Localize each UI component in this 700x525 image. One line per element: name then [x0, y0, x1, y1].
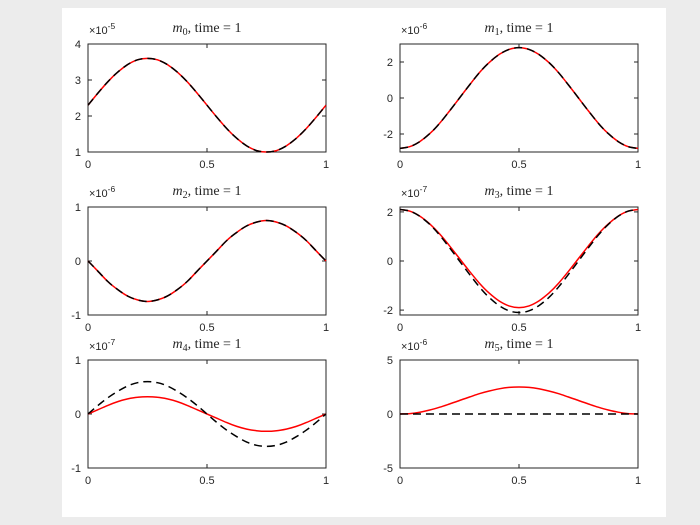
- series-red-solid: [87, 395, 327, 433]
- y-tick-label: 1: [75, 202, 81, 214]
- y-tick-label: -2: [383, 305, 393, 317]
- subplot-m3: 0 0.5 1 -2 0 2 ×10-7 m3, time = 1: [383, 184, 641, 334]
- axes-box: [399, 206, 639, 316]
- x-tick-label: 1: [635, 475, 641, 487]
- y-axis-scale-label: ×10-6: [401, 337, 428, 353]
- subplot-m5: 0 0.5 1 -5 0 5 ×10-6 m5, time = 1: [383, 337, 641, 487]
- y-tick-label: 0: [75, 256, 81, 268]
- y-axis-scale-label: ×10-7: [89, 337, 116, 353]
- x-tick-label: 0: [85, 322, 91, 334]
- x-tick-label: 0.5: [511, 322, 526, 334]
- subplot-title: m3, time = 1: [485, 184, 554, 201]
- subplot-m1: 0 0.5 1 -2 0 2 ×10-6 m1, time = 1: [383, 21, 641, 171]
- series-black-dashed: [87, 219, 327, 303]
- x-tick-label: 1: [323, 475, 329, 487]
- series-black-dashed: [87, 380, 327, 448]
- y-tick-label: -1: [71, 463, 81, 475]
- subplot-title: m4, time = 1: [173, 337, 242, 354]
- y-tick-label: 4: [75, 39, 81, 51]
- y-axis-scale-label: ×10-6: [401, 21, 428, 37]
- subplot-title: m2, time = 1: [173, 184, 242, 201]
- y-tick-label: -1: [71, 310, 81, 322]
- y-tick-label: 0: [75, 409, 81, 421]
- x-tick-label: 1: [635, 322, 641, 334]
- series-red-solid: [399, 208, 639, 309]
- axes-box: [87, 43, 327, 153]
- y-tick-label: 2: [75, 111, 81, 123]
- y-tick-label: 0: [387, 93, 393, 105]
- subplot-m2: 0 0.5 1 -1 0 1 ×10-6 m2, time = 1: [71, 184, 329, 334]
- axes-box: [399, 43, 639, 153]
- y-tick-label: -5: [383, 463, 393, 475]
- series-black-dashed: [399, 208, 639, 314]
- x-tick-label: 0.5: [199, 159, 214, 171]
- y-axis-scale-label: ×10-7: [401, 184, 428, 200]
- subplot-title: m5, time = 1: [485, 337, 554, 354]
- x-tick-label: 0: [85, 159, 91, 171]
- x-tick-label: 1: [635, 159, 641, 171]
- series-red-solid: [399, 386, 639, 415]
- y-tick-label: 0: [387, 256, 393, 268]
- y-axis-scale-label: ×10-5: [89, 21, 116, 37]
- subplot-m4: 0 0.5 1 -1 0 1 ×10-7 m4, time = 1: [71, 337, 329, 487]
- x-tick-label: 0.5: [199, 475, 214, 487]
- subplot-title: m1, time = 1: [485, 21, 554, 38]
- y-tick-label: 2: [387, 207, 393, 219]
- x-tick-label: 1: [323, 159, 329, 171]
- y-tick-label: 0: [387, 409, 393, 421]
- x-tick-label: 0: [397, 322, 403, 334]
- series-black-dashed: [399, 46, 639, 150]
- y-tick-label: 2: [387, 57, 393, 69]
- x-tick-label: 1: [323, 322, 329, 334]
- x-tick-label: 0: [397, 475, 403, 487]
- x-tick-label: 0: [85, 475, 91, 487]
- x-tick-label: 0.5: [511, 475, 526, 487]
- subplot-m0: 0 0.5 1 1 2 3 4 ×10-5 m0, time = 1: [75, 21, 329, 171]
- y-tick-label: 5: [387, 355, 393, 367]
- x-tick-label: 0: [397, 159, 403, 171]
- y-tick-label: -2: [383, 129, 393, 141]
- y-tick-label: 1: [75, 147, 81, 159]
- series-black-dashed: [87, 57, 327, 153]
- y-tick-label: 1: [75, 355, 81, 367]
- y-tick-label: 3: [75, 75, 81, 87]
- x-tick-label: 0.5: [199, 322, 214, 334]
- x-tick-label: 0.5: [511, 159, 526, 171]
- y-axis-scale-label: ×10-6: [89, 184, 116, 200]
- subplot-title: m0, time = 1: [173, 21, 242, 38]
